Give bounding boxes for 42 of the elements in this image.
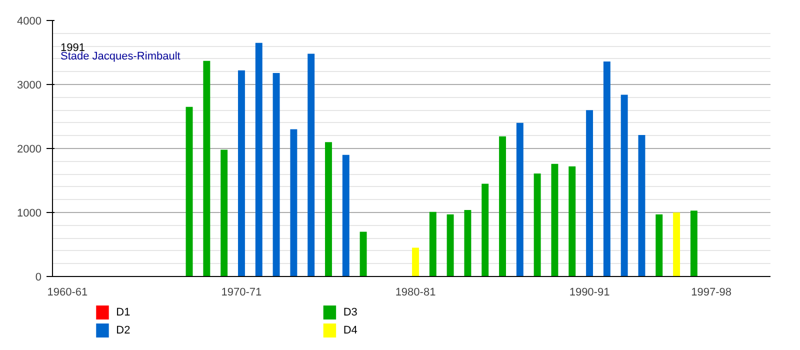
bar	[586, 110, 593, 276]
x-tick-label: 1990-91	[569, 286, 610, 298]
legend-label: D3	[343, 306, 358, 318]
bar	[255, 42, 262, 276]
bar	[342, 154, 350, 276]
bar	[464, 210, 472, 276]
bar	[360, 232, 367, 276]
bar	[516, 122, 524, 276]
y-tick-label: 4000	[17, 16, 42, 28]
bar	[638, 135, 646, 276]
bar	[620, 94, 628, 276]
legend-label: D1	[116, 306, 130, 318]
bar	[325, 142, 332, 276]
bar	[551, 164, 558, 276]
bar	[429, 212, 436, 276]
bar	[308, 54, 315, 276]
bar	[568, 166, 576, 276]
x-tick-label: 1970-71	[221, 286, 262, 298]
bar	[412, 248, 419, 276]
bar	[499, 136, 506, 276]
bar	[220, 150, 228, 276]
x-tick-label: 1960-61	[47, 286, 88, 298]
bar	[673, 212, 680, 276]
bar	[656, 214, 663, 276]
bar	[690, 210, 698, 276]
bar	[290, 129, 298, 276]
bar	[446, 214, 454, 276]
y-tick-label: 3000	[17, 80, 42, 92]
y-tick-label: 0	[35, 272, 42, 284]
bar	[534, 173, 541, 276]
x-tick-label: 1997-98	[691, 286, 732, 298]
bar	[203, 60, 210, 276]
bar	[238, 70, 245, 276]
bar	[482, 184, 489, 276]
y-tick-label: 2000	[17, 144, 42, 156]
x-tick-label: 1980-81	[395, 286, 436, 298]
bar	[186, 106, 193, 276]
legend-label: D4	[343, 324, 358, 336]
legend-label: D2	[116, 324, 130, 336]
bar	[603, 61, 610, 276]
bar	[272, 72, 280, 276]
y-tick-label: 1000	[17, 208, 42, 220]
